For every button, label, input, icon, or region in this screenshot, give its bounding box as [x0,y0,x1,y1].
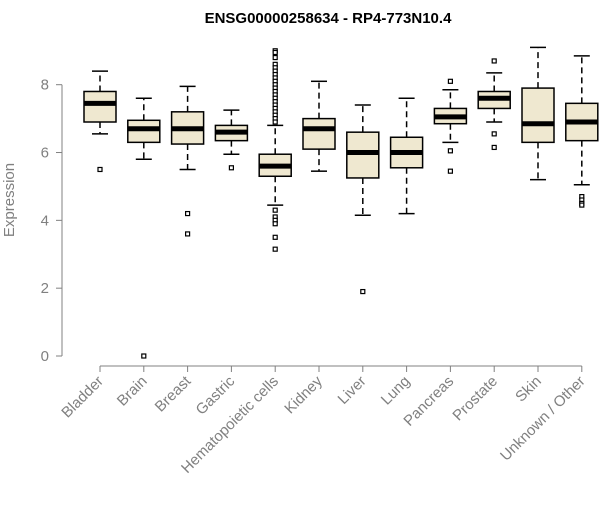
box-group-gastric [214,109,249,171]
box-kidney [302,117,336,150]
box-group-bladder [83,70,117,173]
outlier-brain-0 [141,353,147,359]
outlier-gastric-0 [228,165,234,171]
y-tick-label-2: 2 [41,280,49,297]
outlier-pancreas-2 [447,168,453,174]
y-tick-label-4: 4 [41,212,49,229]
outlier-prostate-0 [491,58,497,64]
outlier-prostate-2 [491,144,497,151]
box-group-lung [389,97,424,215]
y-tick-label-8: 8 [41,77,49,94]
y-axis-label: Expression [1,163,18,237]
x-tick-label-skin: Skin [512,373,545,406]
box-brain [127,119,161,144]
outlier-hematopoietic-cells-21 [272,207,278,213]
box-group-liver [346,104,380,295]
box-series [83,46,599,359]
outlier-hematopoietic-cells-26 [272,246,278,252]
x-tick-label-prostate: Prostate [449,373,501,425]
x-tick-label-lung: Lung [378,373,414,409]
outlier-unknown-other-3 [579,202,585,208]
box-bladder [83,90,117,123]
x-tick-label-liver: Liver [335,373,370,408]
outlier-hematopoietic-cells-1 [272,49,278,56]
x-tick-label-breast: Breast [152,372,195,415]
box-group-skin [521,46,555,181]
outlier-liver-0 [360,288,366,295]
outlier-hematopoietic-cells-24 [272,221,278,227]
outlier-breast-1 [185,231,191,237]
box-group-kidney [302,80,336,172]
outlier-pancreas-1 [447,148,453,154]
box-group-prostate [477,58,511,151]
outlier-prostate-1 [491,131,497,137]
box-liver [346,131,380,179]
box-group-pancreas [433,78,468,174]
outlier-hematopoietic-cells-25 [272,234,278,240]
x-tick-label-bladder: Bladder [58,373,107,422]
y-tick-label-6: 6 [41,145,49,162]
outlier-pancreas-0 [447,78,453,84]
box-group-hematopoietic-cells [258,48,292,252]
outlier-hematopoietic-cells-2 [272,54,278,61]
outlier-hematopoietic-cells-20 [272,119,278,125]
outlier-breast-0 [185,210,191,217]
y-axis: 0 2 4 6 8 [41,77,63,365]
x-tick-label-kidney: Kidney [281,372,326,417]
box-group-breast [170,85,205,237]
x-tick-label-brain: Brain [114,373,151,410]
y-tick-label-0: 0 [41,348,49,365]
outlier-bladder-0 [97,166,103,173]
chart-title: ENSG00000258634 - RP4-773N10.4 [205,10,452,27]
box-skin [521,87,555,144]
box-group-brain [127,97,161,359]
box-group-unknown-other [565,55,599,208]
